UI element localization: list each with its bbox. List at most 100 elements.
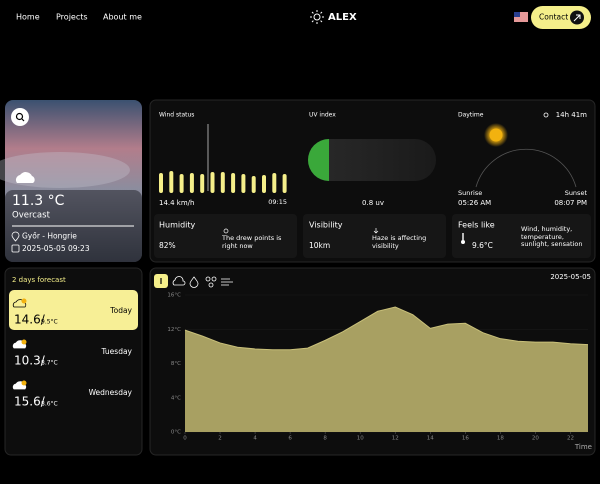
arrow-icon	[573, 14, 581, 22]
note: Haze is affecting visibility	[372, 235, 427, 250]
wind-bar	[179, 174, 184, 193]
logo-icon	[310, 10, 324, 24]
forecast-list: 14.6/9.5°C Today 10.3/8.7°C Tuesday 15.6/8.6…	[12, 298, 133, 409]
flag[interactable]	[514, 12, 528, 22]
humidity-card	[154, 214, 297, 258]
note-text: Haze is affecting visibility	[372, 235, 427, 250]
wind-bar	[282, 174, 287, 193]
wind-bar	[200, 174, 205, 193]
feels-value: 9.6°C	[472, 241, 493, 250]
visibility-card	[303, 214, 446, 258]
card-title: Visibility	[309, 221, 343, 230]
forecast-today[interactable]	[9, 290, 138, 330]
tab-wind[interactable]	[205, 276, 217, 288]
forecast-low: 8.6°C	[41, 401, 58, 408]
forecast-temp: 14.6/	[14, 313, 46, 327]
dew-icon	[223, 228, 229, 234]
calendar-icon	[11, 244, 20, 253]
nav-link[interactable]: About me	[103, 13, 142, 22]
visibility-value: 10km	[309, 241, 330, 250]
y-tick-label: 16°C	[167, 293, 181, 299]
sun-small-icon	[543, 112, 549, 118]
sunset-time: 08:07 PM	[554, 199, 587, 207]
forecast-day: Wednesday	[89, 388, 133, 397]
sun-icon	[21, 380, 27, 386]
card-title: Humidity	[159, 221, 196, 230]
tab-cloud[interactable]	[172, 276, 186, 286]
sun-icon	[21, 298, 27, 304]
note: Wind, humidity, temperature, sunlight, s…	[521, 226, 583, 248]
sun-arc	[475, 148, 577, 188]
y-tick-label: 12°C	[167, 327, 181, 333]
x-tick-label: 14	[427, 436, 434, 442]
y-tick-label: 4°C	[171, 395, 181, 401]
wind-time: 09:15	[268, 198, 287, 206]
day-duration: 14h 41m	[556, 111, 587, 119]
card-title: Daytime	[458, 112, 484, 119]
area-line	[184, 306, 589, 351]
forecast-low: 8.7°C	[41, 360, 58, 367]
x-tick-label: 4	[253, 436, 257, 442]
contact-label[interactable]: Contact	[539, 13, 568, 22]
card-title: Feels like	[458, 221, 495, 230]
tab-air[interactable]	[221, 278, 233, 286]
humidity-value: 82%	[159, 241, 176, 250]
nav-link[interactable]: Home	[16, 13, 40, 22]
sunset-label: Sunset	[565, 189, 588, 197]
uv-gauge	[308, 139, 436, 181]
wind-bar	[210, 172, 215, 193]
chart-date: 2025-05-05	[550, 273, 591, 281]
x-tick-label: 10	[357, 436, 364, 442]
forecast-temp: 15.6/	[14, 395, 46, 409]
haze-icon	[373, 228, 379, 234]
y-tick-label: 8°C	[171, 361, 181, 367]
uv-value: 0.8 uv	[362, 199, 384, 207]
x-tick-label: 16	[462, 436, 469, 442]
wind-bar	[262, 175, 266, 193]
wind-bar	[159, 173, 163, 193]
temperature: 11.3 °C	[12, 193, 65, 209]
location: Győr - Hongrie	[22, 232, 77, 241]
brand[interactable]: ALEX	[328, 12, 357, 23]
y-tick-label: 0°C	[171, 430, 181, 436]
x-tick-label: 6	[288, 436, 292, 442]
wind-speed: 14.4 km/h	[159, 199, 194, 207]
sun-icon	[21, 339, 27, 345]
chart: 0°C 4°C 8°C 12°C 16°C 0 2 4 6 8 10 12 14 16 18 20 22	[167, 293, 589, 442]
card-title: UV index	[309, 112, 336, 119]
wind-bar	[169, 171, 174, 193]
forecast-temp: 10.3/	[14, 354, 46, 368]
forecast-low: 9.5°C	[41, 319, 58, 326]
card-title: Wind status	[159, 112, 194, 119]
x-tick-label: 18	[497, 436, 504, 442]
forecast-day: Tuesday	[100, 347, 132, 356]
condition: Overcast	[12, 211, 51, 221]
x-tick-label: 8	[323, 436, 327, 442]
weather-icon	[12, 299, 27, 308]
uv-level	[308, 139, 329, 181]
thermometer-icon	[461, 240, 465, 244]
search-button[interactable]	[11, 108, 29, 126]
wind-bar	[241, 174, 246, 193]
pin-icon	[11, 231, 20, 242]
cloud-icon	[15, 172, 35, 183]
feels-card	[452, 214, 591, 258]
x-tick-label: 20	[532, 436, 539, 442]
wind-bar	[251, 176, 256, 193]
search-icon	[15, 112, 24, 121]
x-tick-label: 0	[183, 436, 187, 442]
x-tick-label: 22	[567, 436, 574, 442]
sunrise-time: 05:26 AM	[458, 199, 491, 207]
area	[185, 306, 588, 432]
tab-rain[interactable]	[189, 276, 199, 288]
search-icon	[21, 118, 25, 122]
nav-link[interactable]: Projects	[56, 13, 88, 22]
wind-bar	[220, 172, 225, 193]
x-axis-label: Time	[574, 443, 592, 451]
wind-bar	[272, 173, 277, 193]
forecast-title: 2 days forecast	[12, 276, 66, 284]
note-text: The drew points is right now	[222, 235, 282, 250]
datetime: 2025-05-05 09:23	[22, 244, 90, 253]
x-tick-label: 12	[392, 436, 399, 442]
